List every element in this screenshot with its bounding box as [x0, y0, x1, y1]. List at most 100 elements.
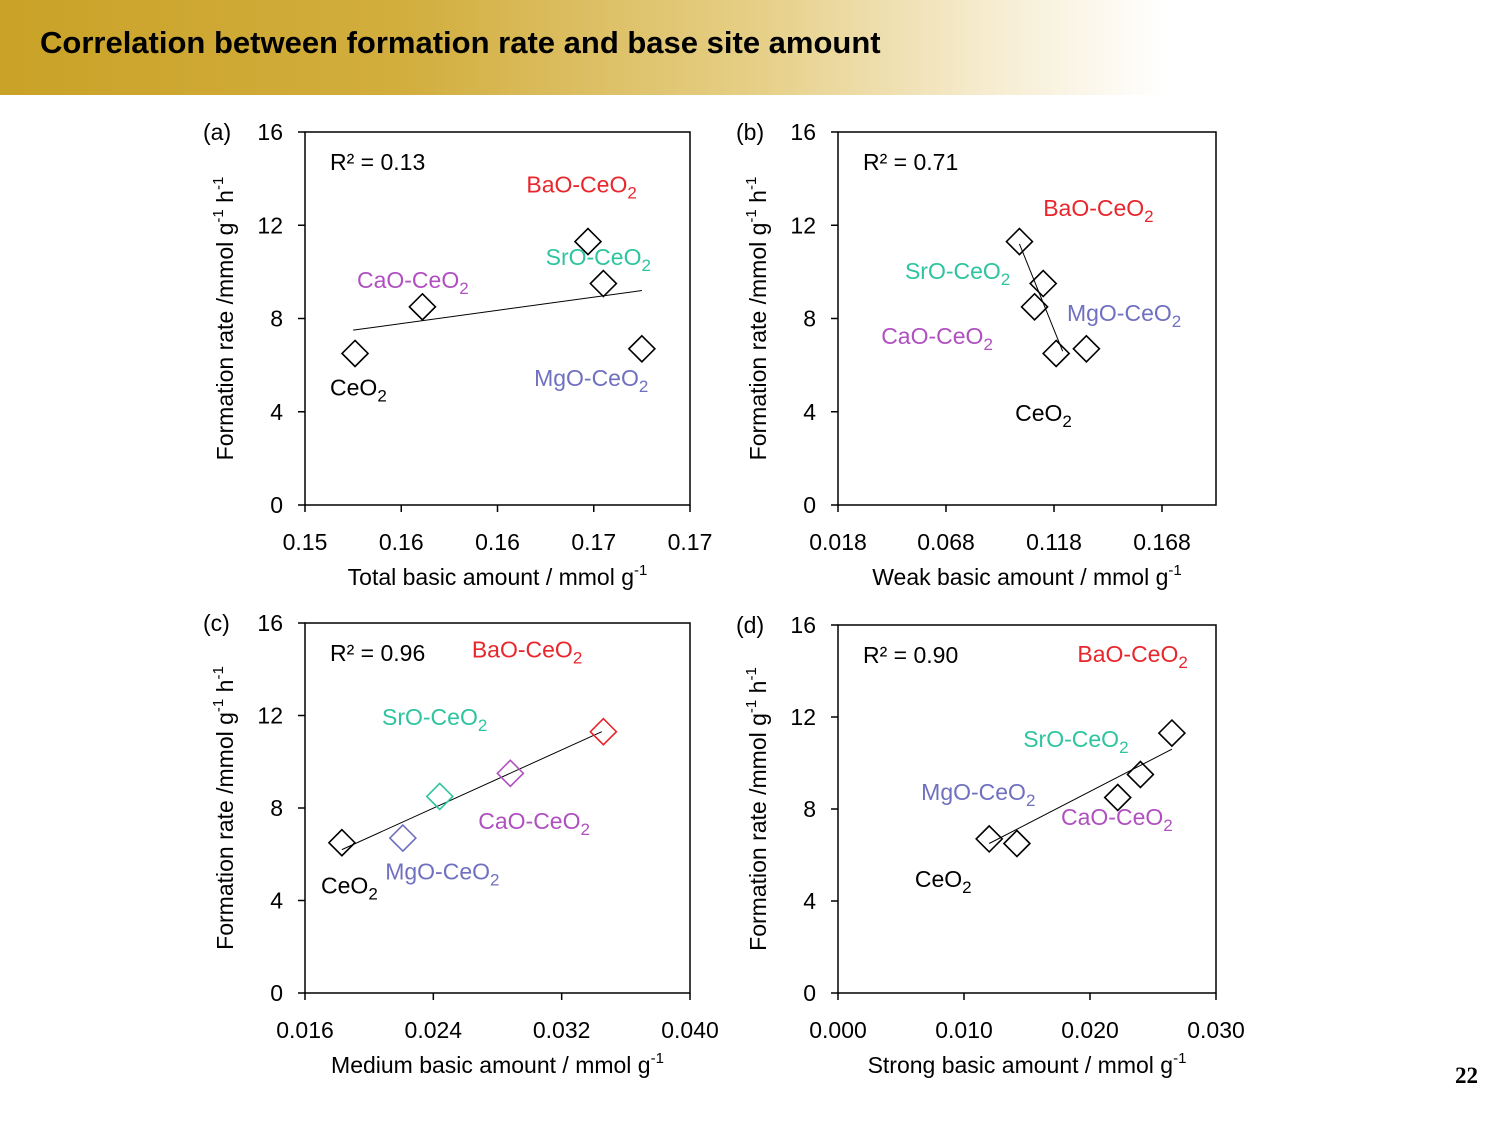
data-point-bao-ceo2 [589, 717, 618, 746]
point-label: SrO-CeO2 [382, 704, 487, 735]
x-axis-label: Weak basic amount / mmol g-1 [872, 562, 1181, 590]
data-point-mgo-ceo2 [388, 823, 417, 853]
point-label: CeO2 [330, 374, 387, 405]
y-tick-label: 12 [790, 212, 816, 238]
point-label: CeO2 [1015, 400, 1072, 431]
point-label: CeO2 [915, 866, 972, 897]
data-point-ceo2 [1002, 829, 1032, 858]
data-point-cao-ceo2 [1020, 292, 1049, 321]
data-point-sro-ceo2 [589, 269, 618, 298]
data-point-ceo2 [340, 339, 370, 368]
slide-title: Correlation between formation rate and b… [40, 25, 881, 60]
trendline [341, 731, 602, 851]
y-tick-label: 8 [803, 796, 816, 822]
panel-label: (d) [736, 612, 764, 638]
point-label: SrO-CeO2 [546, 244, 651, 275]
x-tick-label: 0.020 [1061, 1017, 1119, 1043]
y-tick-label: 8 [270, 306, 283, 332]
data-point-bao-ceo2 [573, 227, 603, 256]
x-tick-label: 0.024 [405, 1017, 463, 1043]
y-tick-label: 4 [270, 888, 283, 914]
data-point-cao-ceo2 [496, 759, 525, 788]
r-squared-label: R² = 0.90 [863, 642, 958, 668]
chart-panel-1: 0 4 8 12 16 0.15 0.16 0.16 0.17 0.17 Total basic a… [203, 119, 712, 590]
x-tick-label: 0.040 [661, 1017, 719, 1043]
point-label: CaO-CeO2 [881, 323, 993, 354]
x-tick-label: 0.018 [809, 529, 867, 555]
x-tick-label: 0.168 [1133, 529, 1191, 555]
chart-panel-3: 0 4 8 12 16 0.016 0.024 0.032 0.040 Medium basic … [203, 610, 719, 1078]
x-tick-label: 0.16 [475, 529, 520, 555]
x-tick-label: 0.000 [809, 1017, 867, 1043]
panel-label: (a) [203, 119, 231, 145]
x-tick-label: 0.118 [1026, 529, 1082, 555]
y-tick-label: 0 [803, 980, 816, 1006]
point-label: SrO-CeO2 [1023, 726, 1128, 757]
y-tick-label: 0 [270, 492, 283, 518]
y-axis-label: Formation rate /mmol g-1 h-1 [743, 667, 771, 951]
trendline [1018, 243, 1064, 352]
x-tick-label: 0.17 [571, 529, 616, 555]
point-label: MgO-CeO2 [1067, 300, 1181, 331]
y-tick-label: 16 [257, 119, 283, 145]
x-axis-label: Total basic amount / mmol g-1 [348, 562, 648, 590]
r-squared-label: R² = 0.13 [330, 149, 425, 175]
x-tick-label: 0.17 [668, 529, 713, 555]
data-point-bao-ceo2 [1005, 227, 1034, 256]
data-point-sro-ceo2 [1126, 760, 1155, 789]
data-point-cao-ceo2 [408, 292, 437, 321]
point-label: MgO-CeO2 [921, 779, 1035, 810]
y-tick-label: 16 [257, 610, 283, 636]
point-label: CaO-CeO2 [357, 267, 469, 298]
y-tick-label: 4 [803, 399, 816, 425]
y-axis-label: Formation rate /mmol g-1 h-1 [210, 177, 238, 461]
x-tick-label: 0.016 [276, 1017, 334, 1043]
y-tick-label: 0 [270, 980, 283, 1006]
data-point-sro-ceo2 [1029, 269, 1058, 298]
x-axis-label: Medium basic amount / mmol g-1 [331, 1050, 664, 1078]
x-tick-label: 0.16 [379, 529, 424, 555]
y-tick-label: 4 [803, 888, 816, 914]
data-point-ceo2 [327, 828, 357, 857]
title-bar [0, 0, 1165, 95]
y-axis-label: Formation rate /mmol g-1 h-1 [210, 666, 238, 950]
data-point-mgo-ceo2 [627, 334, 657, 363]
y-tick-label: 16 [790, 612, 816, 638]
point-label: BaO-CeO2 [472, 637, 582, 668]
y-tick-label: 12 [257, 703, 283, 729]
x-tick-label: 0.010 [935, 1017, 993, 1043]
x-tick-label: 0.068 [917, 529, 975, 555]
panel-label: (c) [203, 610, 230, 636]
y-tick-label: 12 [257, 212, 283, 238]
point-label: SrO-CeO2 [905, 258, 1010, 289]
x-tick-label: 0.032 [533, 1017, 591, 1043]
data-point-mgo-ceo2 [975, 824, 1004, 854]
point-label: BaO-CeO2 [1043, 195, 1153, 226]
chart-panel-2: 0 4 8 12 16 0.018 0.068 0.118 0.168 Weak basic am… [736, 119, 1217, 590]
point-label: MgO-CeO2 [534, 365, 648, 396]
data-point-ceo2 [1042, 339, 1071, 368]
y-tick-label: 8 [803, 306, 816, 332]
y-tick-label: 16 [790, 119, 816, 145]
r-squared-label: R² = 0.96 [330, 640, 425, 666]
point-label: BaO-CeO2 [1077, 641, 1187, 672]
trendline [353, 290, 642, 331]
data-point-bao-ceo2 [1157, 718, 1187, 748]
point-label: BaO-CeO2 [526, 172, 636, 203]
point-label: MgO-CeO2 [385, 859, 499, 890]
data-point-cao-ceo2 [1103, 783, 1132, 812]
panel-label: (b) [736, 119, 764, 145]
r-squared-label: R² = 0.71 [863, 149, 958, 175]
trendline [988, 748, 1173, 844]
page-number: 22 [1455, 1063, 1478, 1088]
x-tick-label: 0.030 [1187, 1017, 1245, 1043]
y-tick-label: 12 [790, 704, 816, 730]
data-point-mgo-ceo2 [1072, 334, 1101, 363]
y-tick-label: 8 [270, 795, 283, 821]
point-label: CaO-CeO2 [1061, 804, 1173, 835]
data-point-sro-ceo2 [425, 782, 454, 811]
x-tick-label: 0.15 [283, 529, 328, 555]
x-axis-label: Strong basic amount / mmol g-1 [868, 1050, 1187, 1078]
